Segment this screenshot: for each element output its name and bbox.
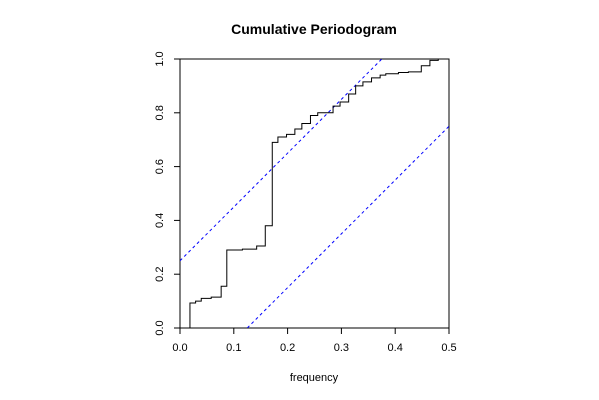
x-tick-label: 0.2 [280, 342, 295, 354]
x-tick-label: 0.4 [388, 342, 403, 354]
chart-title: Cumulative Periodogram [231, 21, 397, 37]
x-tick-label: 0.0 [172, 342, 187, 354]
y-tick-label: 0.2 [154, 267, 166, 282]
y-tick-label: 0.8 [154, 105, 166, 120]
x-tick-label: 0.1 [226, 342, 241, 354]
x-tick-label: 0.3 [334, 342, 349, 354]
y-tick-label: 0.0 [154, 320, 166, 335]
confidence-bound-line [180, 59, 383, 262]
x-axis: 0.0 0.1 0.2 0.3 0.4 0.5 [172, 327, 457, 354]
y-axis: 0.0 0.2 0.4 0.6 0.8 1.0 [154, 51, 181, 336]
y-tick-label: 1.0 [154, 51, 166, 66]
confidence-band [180, 59, 449, 328]
y-tick-label: 0.4 [154, 213, 166, 228]
x-tick-label: 0.5 [441, 342, 456, 354]
confidence-bound-line [246, 125, 449, 328]
data-series [189, 59, 439, 328]
cumulative-periodogram-step-line [189, 59, 439, 328]
y-tick-label: 0.6 [154, 159, 166, 174]
plot-area-border [179, 58, 450, 329]
x-axis-label: frequency [290, 372, 339, 384]
